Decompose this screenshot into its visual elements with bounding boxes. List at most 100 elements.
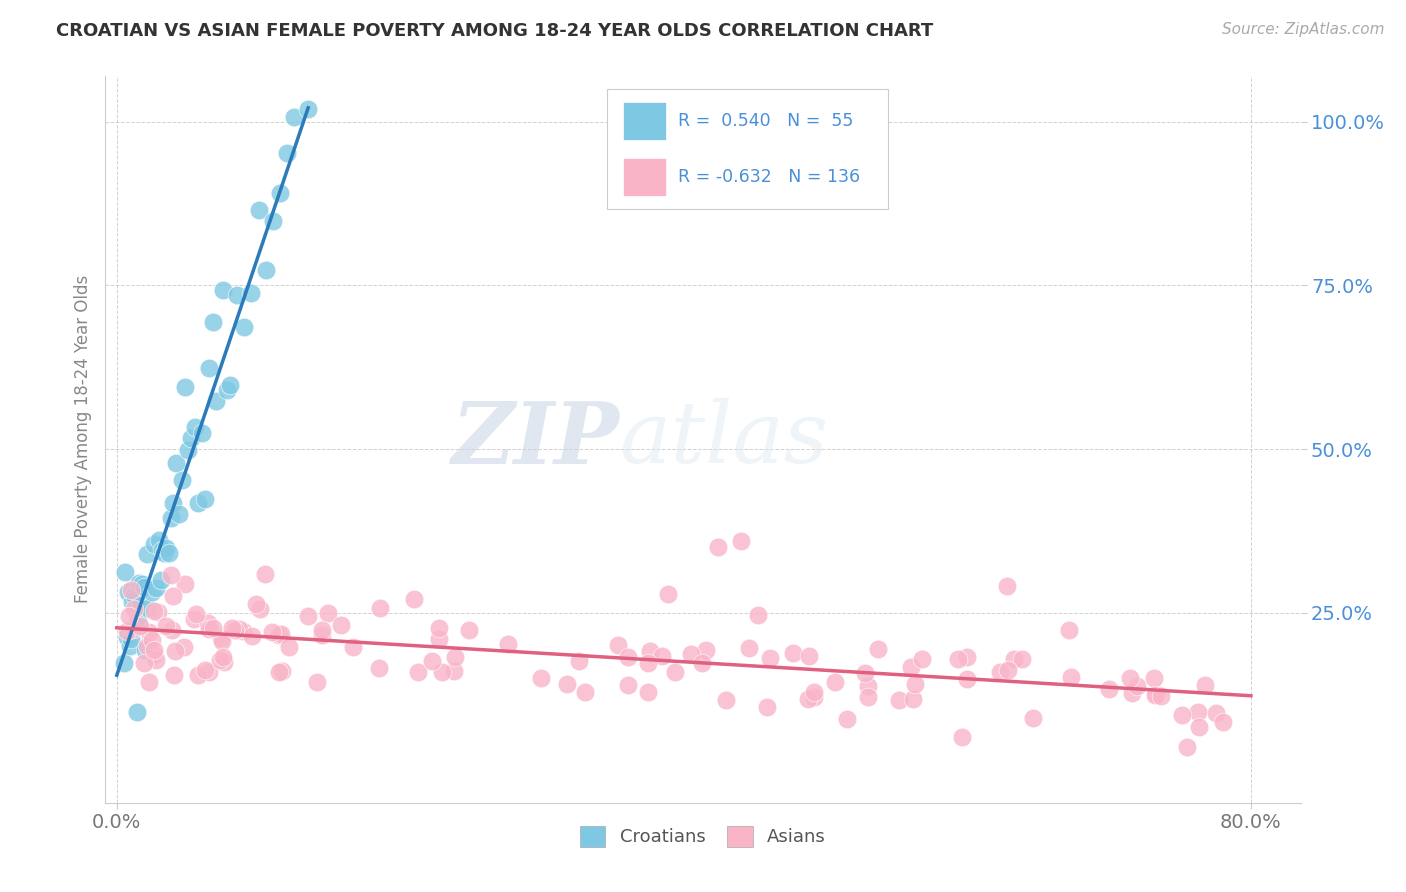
Point [1059,670,1081,684]
Point [443,664,465,678]
Point [803,684,825,698]
Point [120,582,142,597]
Point [174,577,197,591]
Point [245,597,267,611]
Point [269,186,291,201]
Point [904,677,927,691]
Point [342,640,364,654]
Point [427,621,450,635]
Point [824,674,846,689]
Point [617,649,640,664]
Point [262,624,284,639]
Point [141,584,163,599]
Point [1126,679,1149,693]
Point [124,602,146,616]
Point [1187,705,1209,719]
Point [162,668,184,682]
Point [115,631,138,645]
Point [868,641,890,656]
Point [197,615,219,630]
Point [782,646,804,660]
Point [183,612,205,626]
Point [162,496,184,510]
Point [170,474,193,488]
Point [155,541,177,555]
Point [690,656,713,670]
Point [135,639,157,653]
Point [160,568,183,582]
Point [747,607,769,622]
Point [305,674,328,689]
Point [212,283,235,297]
Point [202,315,225,329]
Point [1212,714,1234,729]
Point [1002,652,1025,666]
Point [212,655,235,669]
FancyBboxPatch shape [607,89,889,209]
Point [141,632,163,647]
Point [664,665,686,679]
Point [114,565,136,579]
Point [1098,682,1121,697]
Point [911,652,934,666]
Point [1175,740,1198,755]
FancyBboxPatch shape [623,102,666,140]
Point [211,631,233,645]
Text: R =  0.540   N =  55: R = 0.540 N = 55 [678,112,853,129]
Point [132,657,155,671]
Point [115,624,138,638]
Point [311,628,333,642]
Point [948,651,970,665]
Point [759,651,782,665]
Point [134,642,156,657]
Point [297,102,319,116]
Point [1144,688,1167,702]
Point [179,431,201,445]
Point [247,202,270,217]
Point [117,585,139,599]
Point [1118,671,1140,685]
Point [797,691,820,706]
Point [254,262,277,277]
Point [198,665,221,679]
Point [176,443,198,458]
Point [1057,623,1080,637]
Point [995,579,1018,593]
Point [657,587,679,601]
Point [1194,678,1216,692]
Point [430,665,453,680]
Point [887,693,910,707]
Point [270,627,292,641]
Point [651,648,673,663]
Point [637,657,659,671]
Point [567,654,589,668]
Point [112,656,135,670]
Point [217,384,239,398]
Point [617,678,640,692]
Point [132,580,155,594]
Point [159,511,181,525]
Point [267,665,290,679]
Point [422,654,444,668]
Point [1144,687,1167,701]
Legend: Croatians, Asians: Croatians, Asians [571,817,835,855]
Point [278,640,301,655]
Point [194,491,217,506]
Point [142,537,165,551]
Point [142,604,165,618]
Point [427,632,450,647]
Point [209,653,232,667]
Point [197,622,219,636]
Point [127,614,149,628]
Point [148,533,170,548]
Point [128,576,150,591]
Point [122,588,145,602]
Point [555,677,578,691]
Point [311,623,333,637]
Point [224,623,246,637]
Point [267,628,290,642]
Point [233,320,256,334]
Point [737,641,759,656]
Point [121,595,143,609]
Point [211,634,233,648]
